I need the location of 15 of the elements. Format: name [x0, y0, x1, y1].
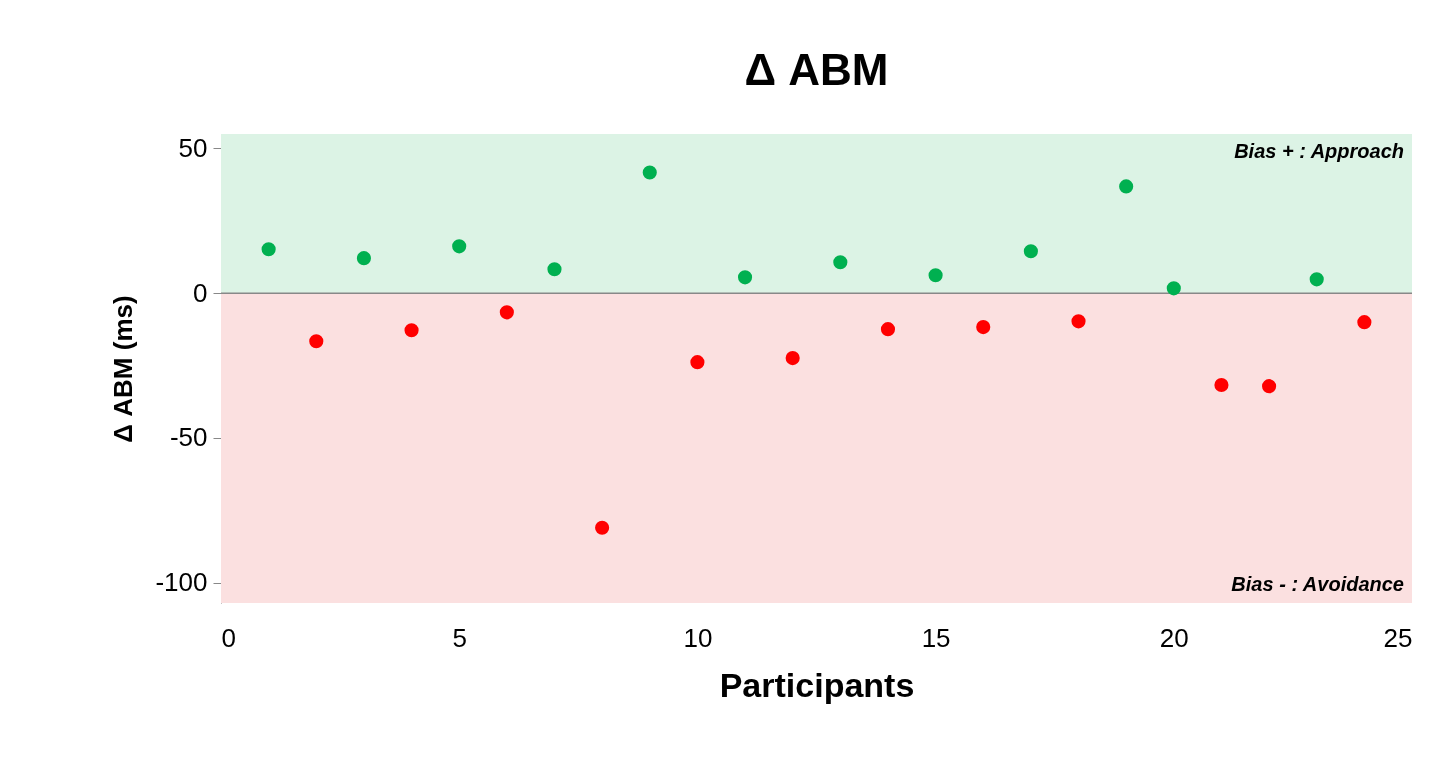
- x-tick-label: 10: [683, 622, 713, 653]
- y-tick-label: -50: [169, 422, 208, 453]
- x-tick-label: 15: [921, 622, 951, 653]
- x-axis-title: Participants: [719, 665, 915, 704]
- y-tick-label: 50: [178, 132, 208, 163]
- x-tick-label: 25: [1383, 622, 1413, 653]
- x-tick-label: 0: [221, 622, 236, 653]
- band-label: Bias + : Approach: [1234, 140, 1404, 162]
- y-tick-label: -100: [155, 567, 208, 598]
- y-axis-title: Δ ABM (ms): [108, 295, 139, 443]
- x-tick-label: 5: [452, 622, 467, 653]
- chart-title: Δ ABM: [744, 45, 889, 94]
- x-tick-label: 20: [1159, 622, 1189, 653]
- y-tick-label: 0: [193, 277, 208, 308]
- band-label: Bias - : Avoidance: [1231, 573, 1404, 595]
